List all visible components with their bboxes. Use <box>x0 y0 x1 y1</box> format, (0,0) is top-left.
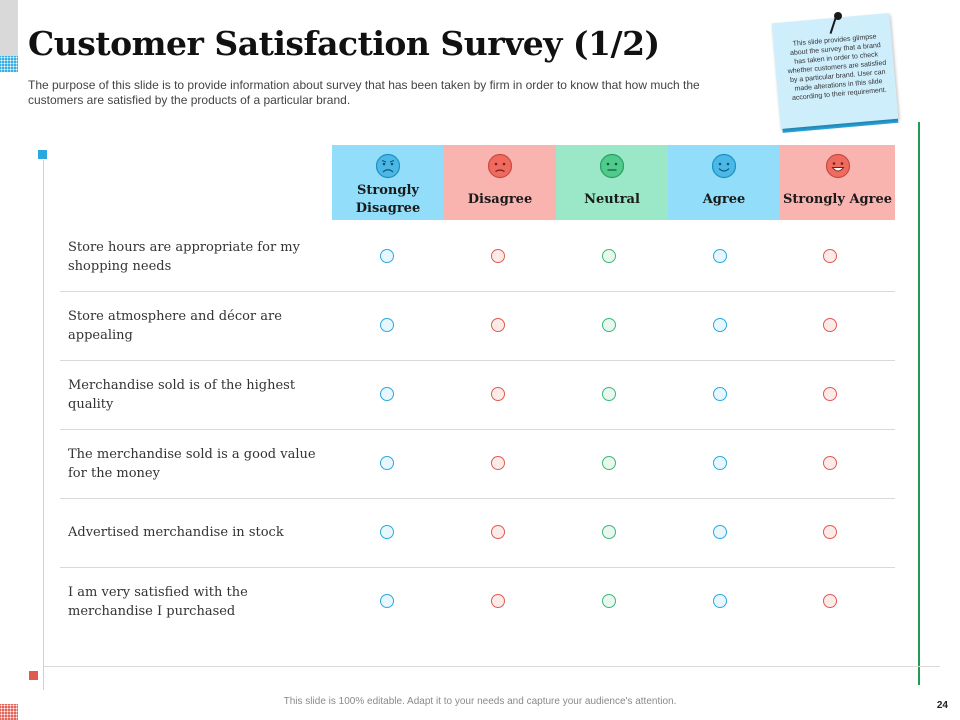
bottom-divider <box>44 666 940 667</box>
header-label: Strongly Disagree <box>355 183 421 216</box>
radio-disagree[interactable] <box>491 386 505 401</box>
radio-strongly-agree[interactable] <box>823 524 837 539</box>
header-strongly-disagree: Strongly Disagree <box>332 145 444 220</box>
radio-strongly-agree[interactable] <box>823 386 837 401</box>
pushpin-icon <box>834 12 842 20</box>
radio-strongly-disagree[interactable] <box>380 593 394 608</box>
sad-face-icon <box>487 153 513 179</box>
row-statement: Store hours are appropriate for my shopp… <box>68 239 300 274</box>
radio-disagree[interactable] <box>491 248 505 263</box>
corner-dot-pattern <box>0 56 18 72</box>
very-sad-face-icon <box>375 153 401 179</box>
row-statement: Advertised merchandise in stock <box>68 525 284 540</box>
survey-row: The merchandise sold is a good value for… <box>60 429 895 499</box>
radio-neutral[interactable] <box>602 317 616 332</box>
survey-row: Store atmosphere and décor are appealing <box>60 291 895 361</box>
radio-strongly-disagree[interactable] <box>380 524 394 539</box>
header-label: Disagree <box>467 192 533 207</box>
header-disagree: Disagree <box>444 145 556 220</box>
radio-neutral[interactable] <box>602 455 616 470</box>
survey-row: Advertised merchandise in stock <box>60 498 895 568</box>
red-square-marker <box>29 671 38 680</box>
big-smile-face-icon <box>825 153 850 179</box>
right-green-divider <box>918 122 920 685</box>
sticky-note: This slide provides glimpse about the su… <box>771 12 900 133</box>
radio-agree[interactable] <box>713 386 727 401</box>
row-statement: The merchandise sold is a good value for… <box>68 446 316 481</box>
neutral-face-icon <box>599 153 625 179</box>
radio-strongly-agree[interactable] <box>823 593 837 608</box>
radio-agree[interactable] <box>713 455 727 470</box>
blue-square-marker <box>38 150 47 159</box>
radio-strongly-disagree[interactable] <box>380 455 394 470</box>
header-agree: Agree <box>668 145 780 220</box>
header-label: Strongly Agree <box>782 192 893 207</box>
corner-tab <box>0 0 18 56</box>
radio-disagree[interactable] <box>491 593 505 608</box>
radio-disagree[interactable] <box>491 317 505 332</box>
footer-text: This slide is 100% editable. Adapt it to… <box>283 696 677 707</box>
row-statement: Merchandise sold is of the highest quali… <box>68 377 296 412</box>
radio-strongly-disagree[interactable] <box>380 248 394 263</box>
survey-row: Merchandise sold is of the highest quali… <box>60 360 895 430</box>
smile-face-icon <box>711 153 737 179</box>
header-strongly-agree: Strongly Agree <box>780 145 895 220</box>
radio-agree[interactable] <box>713 248 727 263</box>
radio-strongly-agree[interactable] <box>823 455 837 470</box>
left-divider <box>43 160 44 690</box>
radio-strongly-disagree[interactable] <box>380 386 394 401</box>
radio-disagree[interactable] <box>491 455 505 470</box>
sticky-note-text: This slide provides glimpse about the su… <box>787 33 887 103</box>
survey-row: I am very satisfied with the merchandise… <box>60 567 895 636</box>
row-statement: I am very satisfied with the merchandise… <box>68 584 248 619</box>
header-label: Neutral <box>584 192 640 207</box>
survey-row: Store hours are appropriate for my shopp… <box>60 222 895 292</box>
corner-dot-pattern-bottom <box>0 704 18 720</box>
header-label: Agree <box>702 192 746 207</box>
radio-neutral[interactable] <box>602 386 616 401</box>
radio-agree[interactable] <box>713 317 727 332</box>
header-neutral: Neutral <box>556 145 668 220</box>
page-number: 24 <box>936 700 948 711</box>
radio-strongly-agree[interactable] <box>823 248 837 263</box>
radio-strongly-agree[interactable] <box>823 317 837 332</box>
radio-agree[interactable] <box>713 524 727 539</box>
slide-subtitle: The purpose of this slide is to provide … <box>28 78 700 107</box>
radio-neutral[interactable] <box>602 248 616 263</box>
radio-neutral[interactable] <box>602 593 616 608</box>
radio-strongly-disagree[interactable] <box>380 317 394 332</box>
radio-disagree[interactable] <box>491 524 505 539</box>
radio-agree[interactable] <box>713 593 727 608</box>
slide-title: Customer Satisfaction Survey (1/2) <box>28 24 660 63</box>
radio-neutral[interactable] <box>602 524 616 539</box>
row-statement: Store atmosphere and décor are appealing <box>68 308 282 343</box>
